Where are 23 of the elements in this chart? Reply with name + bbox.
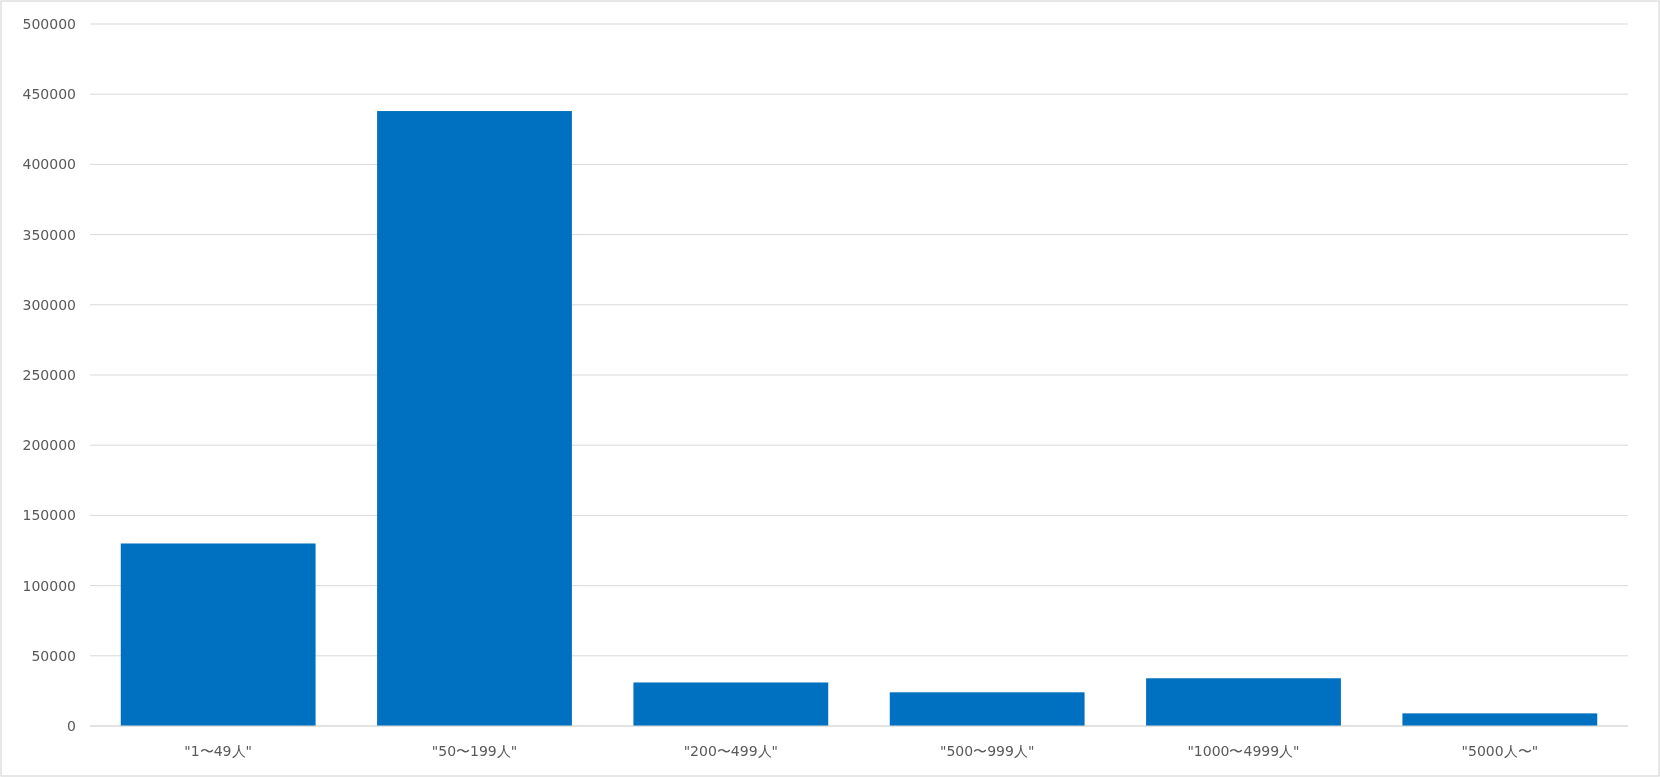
x-tick-label: "200〜499人" [683,743,778,759]
y-tick-label: 250000 [22,367,76,383]
y-tick-label: 200000 [22,437,76,454]
y-tick-label: 150000 [22,507,76,524]
bar [1402,713,1598,726]
x-tick-label: "500〜999人" [940,743,1035,759]
y-tick-label: 400000 [22,156,76,173]
x-tick-label: "5000人〜" [1461,743,1539,759]
x-tick-label: "1〜49人" [184,743,252,759]
x-tick-label: "1000〜4999人" [1187,743,1300,759]
y-tick-label: 450000 [22,86,76,103]
y-tick-label: 0 [67,718,76,734]
y-tick-label: 100000 [22,577,76,594]
y-tick-label: 500000 [22,16,76,32]
bar [633,682,829,726]
bar [120,543,316,726]
y-tick-label: 50000 [31,647,76,664]
bar [889,692,1085,726]
x-tick-label: "50〜199人" [431,743,518,759]
y-tick-label: 300000 [22,296,76,313]
bar [377,111,572,726]
bar [1146,678,1341,726]
y-tick-label: 350000 [22,226,76,243]
